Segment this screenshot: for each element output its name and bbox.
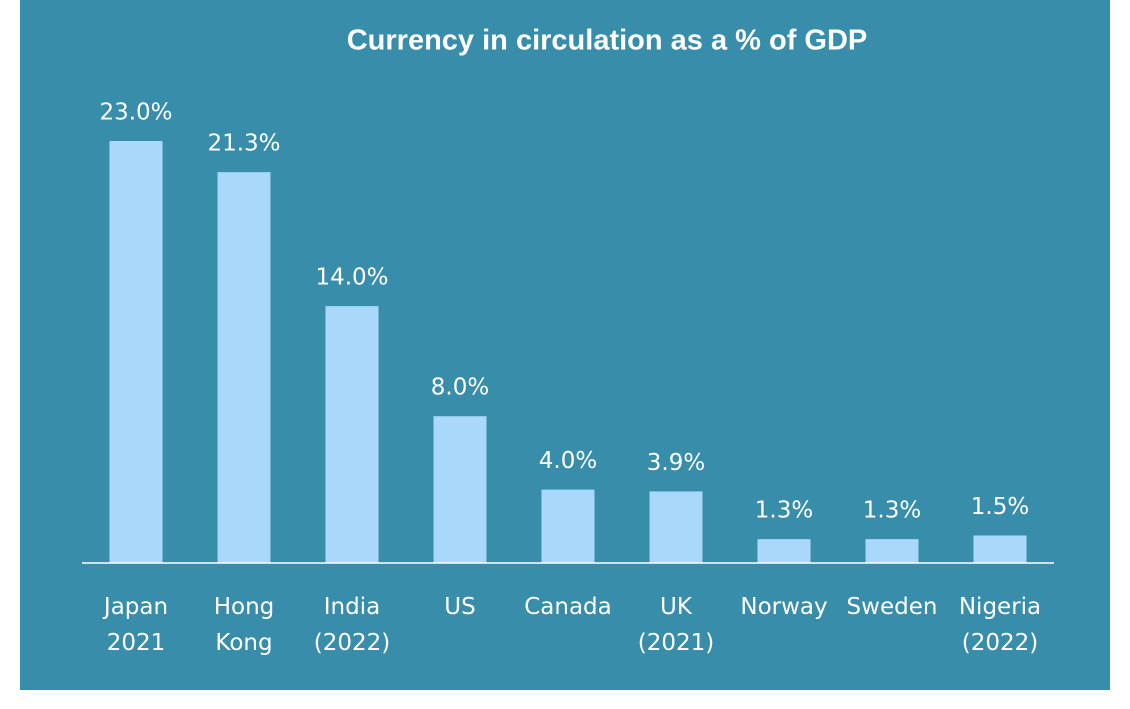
x-tick-label: Hong Kong xyxy=(214,594,275,656)
x-tick-label: Canada xyxy=(524,594,612,620)
value-label: 8.0% xyxy=(431,375,489,401)
value-label: 14.0% xyxy=(315,265,388,291)
x-tick-label: Japan 2021 xyxy=(102,594,168,656)
value-label: 1.5% xyxy=(971,494,1029,520)
chart-title: Currency in circulation as a % of GDP xyxy=(347,25,868,57)
value-label: 4.0% xyxy=(539,448,597,474)
value-label: 21.3% xyxy=(207,131,280,157)
x-tick-label: Norway xyxy=(740,594,827,620)
bar xyxy=(649,491,703,563)
x-tick-label: US xyxy=(444,594,475,620)
bar xyxy=(217,172,271,564)
x-tick-label: Nigeria (2022) xyxy=(959,594,1041,656)
bar xyxy=(973,535,1027,563)
x-tick-label: Sweden xyxy=(847,594,938,620)
chart-background xyxy=(20,0,1110,690)
value-label: 3.9% xyxy=(647,450,705,476)
x-tick-label: UK (2021) xyxy=(638,594,714,656)
x-tick-label: India (2022) xyxy=(314,594,390,656)
value-label: 23.0% xyxy=(99,100,172,126)
bar xyxy=(433,416,487,563)
bar xyxy=(541,489,595,563)
bar xyxy=(325,306,379,563)
value-label: 1.3% xyxy=(863,498,921,524)
bar xyxy=(757,539,811,563)
bar xyxy=(865,539,919,563)
value-label: 1.3% xyxy=(755,498,813,524)
bar xyxy=(109,141,163,563)
